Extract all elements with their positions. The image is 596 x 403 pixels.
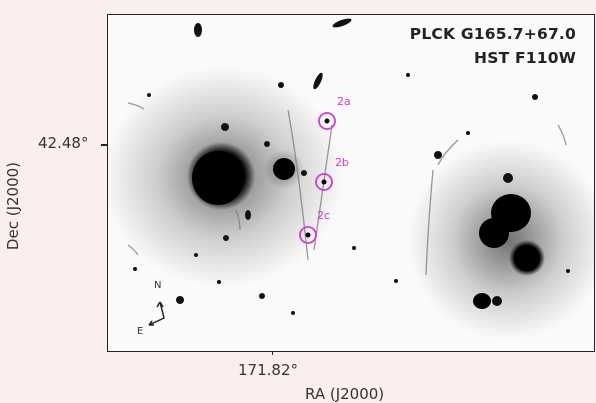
dec-tick-mark: [101, 144, 107, 146]
ra-tick-label: 171.82°: [238, 361, 298, 379]
image-2c-marker: [299, 226, 317, 244]
x-axis-label: RA (J2000): [305, 385, 385, 403]
astronomical-image: PLCK G165.7+67.0 HST F110W 2a 2b 2c N E: [107, 14, 595, 352]
image-2b-marker: [315, 173, 333, 191]
compass-arrows: [148, 301, 165, 326]
dec-tick-label: 42.48°: [38, 134, 89, 152]
ra-tick-mark: [272, 350, 273, 355]
sky-field: [108, 18, 594, 340]
image-label-2b: 2b: [335, 156, 349, 169]
compass-north-label: N: [154, 280, 162, 291]
image-label-2c: 2c: [317, 209, 331, 222]
filter-name: HST F110W: [474, 49, 576, 67]
compass-east-label: E: [137, 326, 144, 337]
cluster-name: PLCK G165.7+67.0: [409, 25, 576, 43]
image-label-2a: 2a: [337, 95, 351, 108]
y-axis-label: Dec (J2000): [4, 161, 22, 251]
image-2a-marker: [318, 112, 336, 130]
